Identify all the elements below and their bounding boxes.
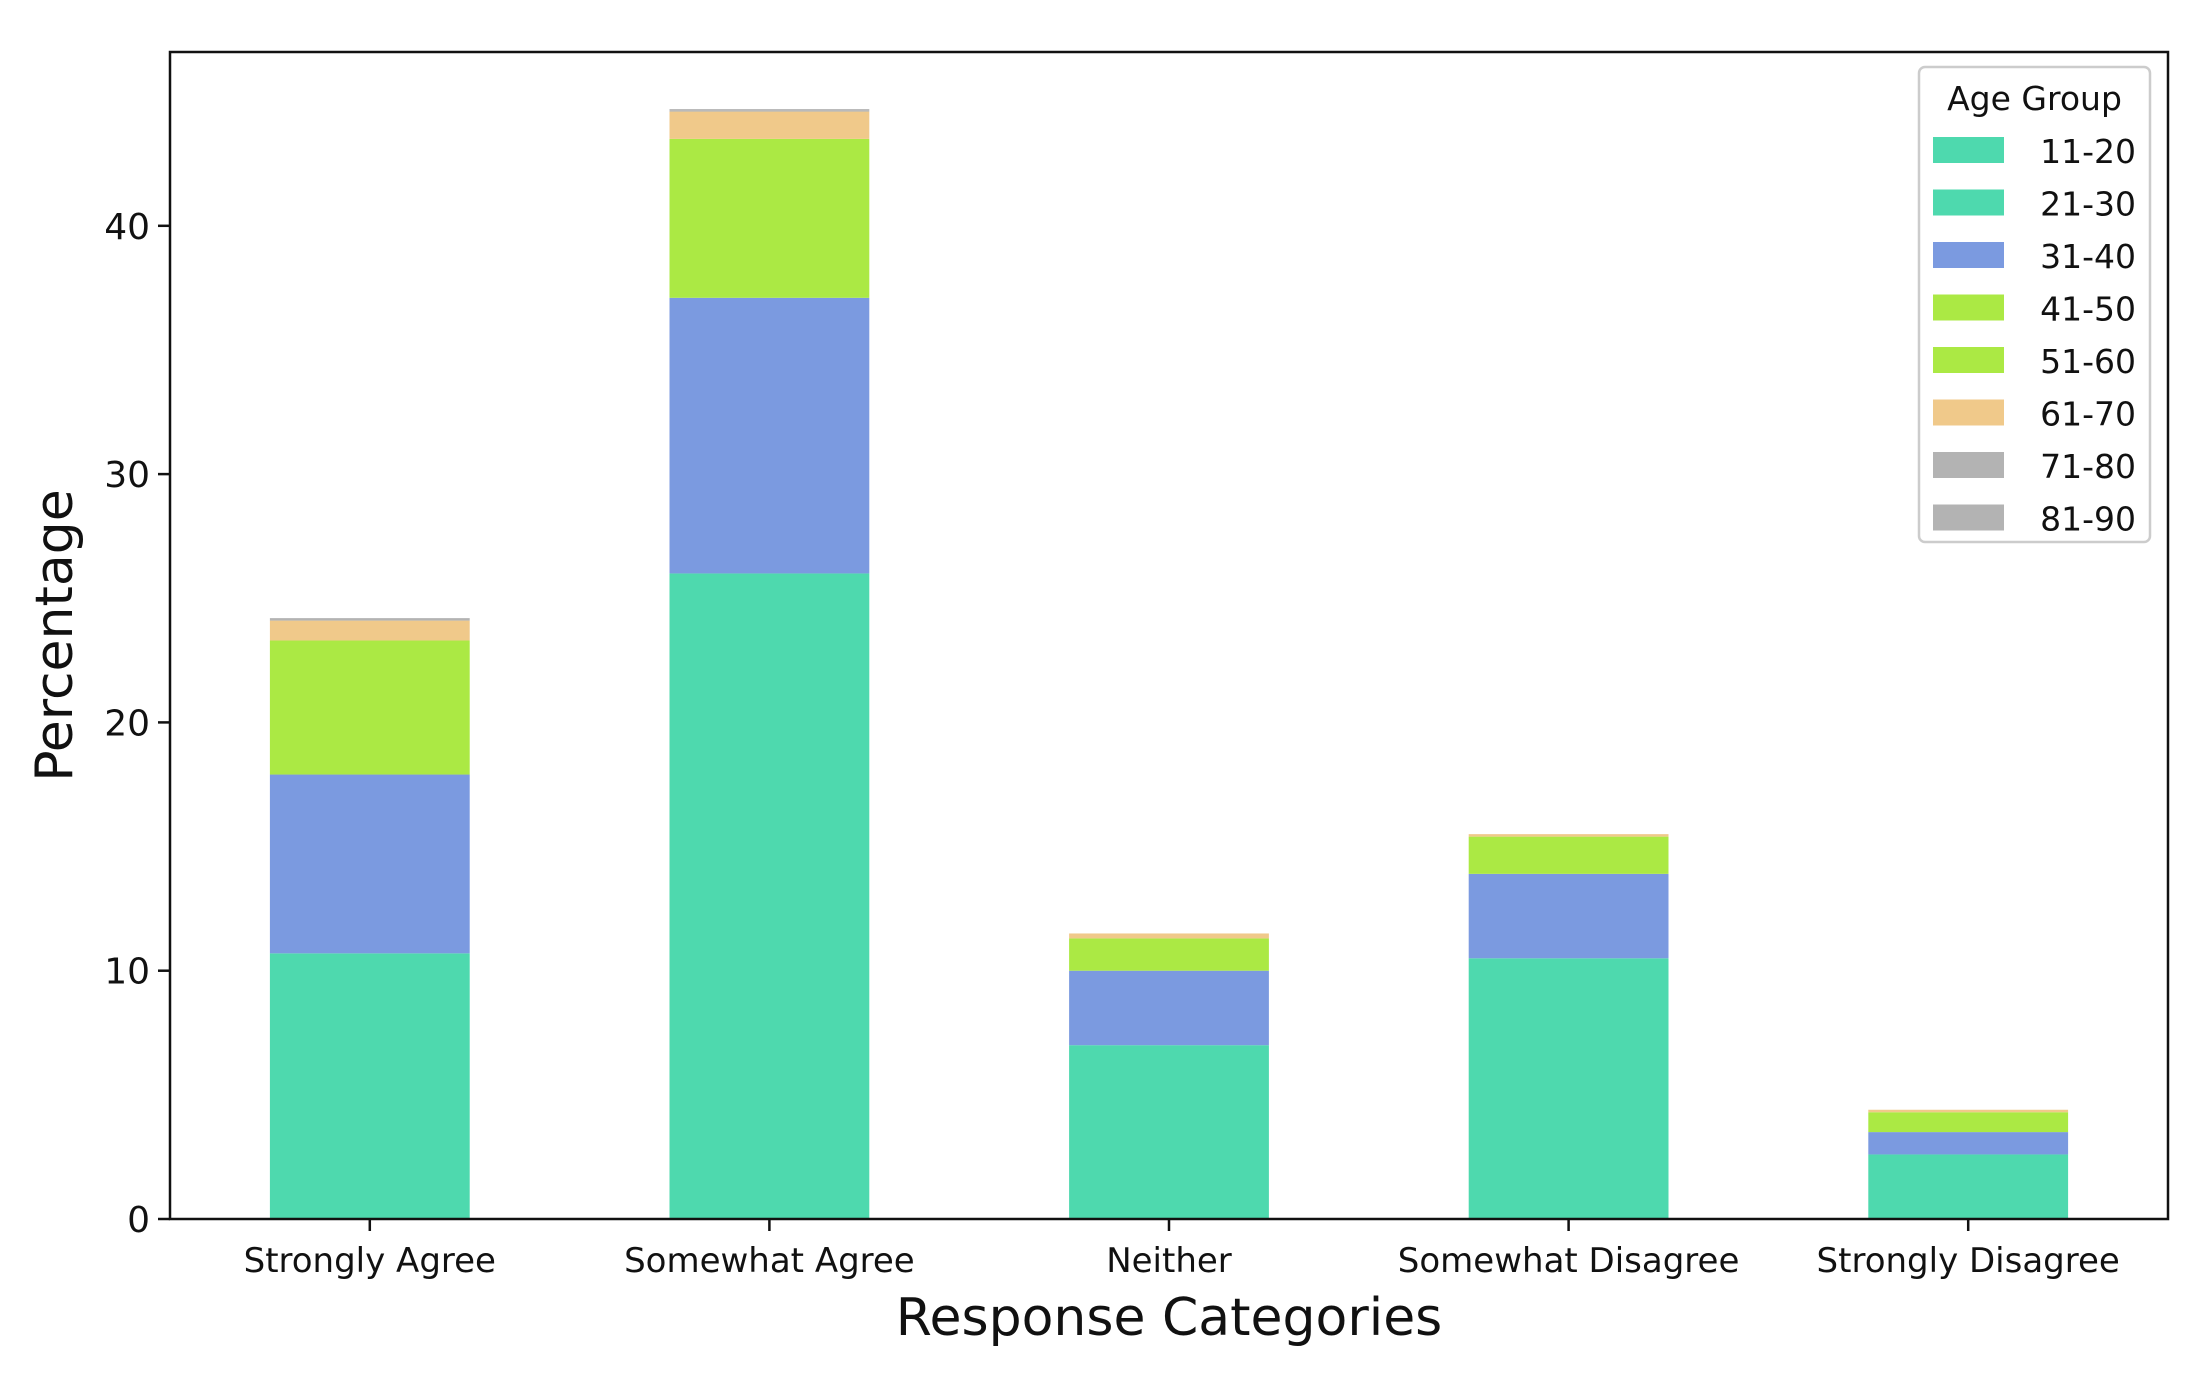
bar-segment-51-60-4	[1868, 1112, 2069, 1133]
legend-swatch-41-50	[1933, 294, 2004, 321]
legend-label-71-80: 71-80	[2040, 447, 2136, 486]
legend-label-31-40: 31-40	[2040, 237, 2136, 276]
bar-segment-21-30-2	[1069, 1045, 1269, 1219]
y-tick-label: 40	[104, 207, 150, 248]
x-tick-label: Somewhat Agree	[624, 1241, 915, 1281]
bar-segment-51-60-1	[669, 138, 870, 298]
bar-segment-61-70-1	[669, 111, 870, 139]
legend-swatch-51-60	[1933, 347, 2004, 373]
legend-swatch-21-30	[1933, 189, 2004, 216]
legend-label-51-60: 51-60	[2040, 342, 2136, 381]
y-tick-label: 10	[104, 952, 150, 993]
x-tick-label: Somewhat Disagree	[1398, 1241, 1740, 1281]
legend-label-41-50: 41-50	[2040, 290, 2136, 329]
bar-segment-31-40-2	[1069, 970, 1269, 1046]
y-axis: 0 10 20 30 40	[104, 207, 170, 1241]
legend-label-61-70: 61-70	[2040, 395, 2136, 434]
legend-swatch-31-40	[1933, 242, 2004, 268]
bar-segment-21-30-4	[1868, 1154, 2069, 1219]
legend: Age Group 11-20 21-30 31-40 41-50 51-60 61-70 7…	[1917, 65, 2152, 544]
bar-segment-81-90-1	[669, 109, 870, 111]
legend-swatch-81-90	[1933, 504, 2004, 531]
legend-title: Age Group	[1947, 79, 2122, 118]
legend-swatch-11-20	[1933, 137, 2004, 163]
bar-segment-31-40-0	[269, 774, 470, 954]
bar-segment-71-80-0	[269, 618, 470, 621]
y-tick-label: 0	[127, 1200, 150, 1241]
x-tick-label: Strongly Agree	[244, 1241, 496, 1281]
bar-segment-71-80-1	[669, 110, 870, 112]
y-axis-title: Percentage	[25, 489, 85, 782]
x-axis: Strongly Agree Somewhat Agree Neither Somew…	[244, 1219, 2120, 1281]
legend-label-21-30: 21-30	[2040, 185, 2136, 224]
bar-segment-61-70-0	[269, 620, 470, 641]
bar-segment-31-40-1	[669, 297, 870, 574]
bar-segment-61-70-2	[1069, 933, 1269, 939]
bar-segment-61-70-3	[1468, 834, 1669, 837]
bar-segment-21-30-0	[269, 953, 470, 1219]
x-tick-label: Strongly Disagree	[1817, 1241, 2120, 1281]
x-axis-title: Response Categories	[896, 1288, 1443, 1348]
bar-segment-21-30-1	[669, 573, 870, 1219]
legend-swatch-71-80	[1933, 452, 2004, 478]
bar-segment-51-60-0	[269, 640, 470, 775]
bars-group	[269, 109, 2069, 1219]
bar-segment-51-60-3	[1468, 836, 1669, 874]
y-tick-label: 20	[104, 703, 150, 744]
y-tick-label: 30	[104, 455, 150, 496]
bar-segment-31-40-4	[1868, 1132, 2069, 1155]
bar-segment-21-30-3	[1468, 958, 1669, 1219]
legend-label-11-20: 11-20	[2040, 132, 2136, 171]
legend-label-81-90: 81-90	[2040, 500, 2136, 539]
x-tick-label: Neither	[1106, 1241, 1232, 1281]
bar-segment-31-40-3	[1468, 873, 1669, 959]
bar-segment-61-70-4	[1868, 1109, 2069, 1113]
legend-swatch-61-70	[1933, 399, 2004, 426]
bar-segment-51-60-2	[1069, 938, 1269, 971]
